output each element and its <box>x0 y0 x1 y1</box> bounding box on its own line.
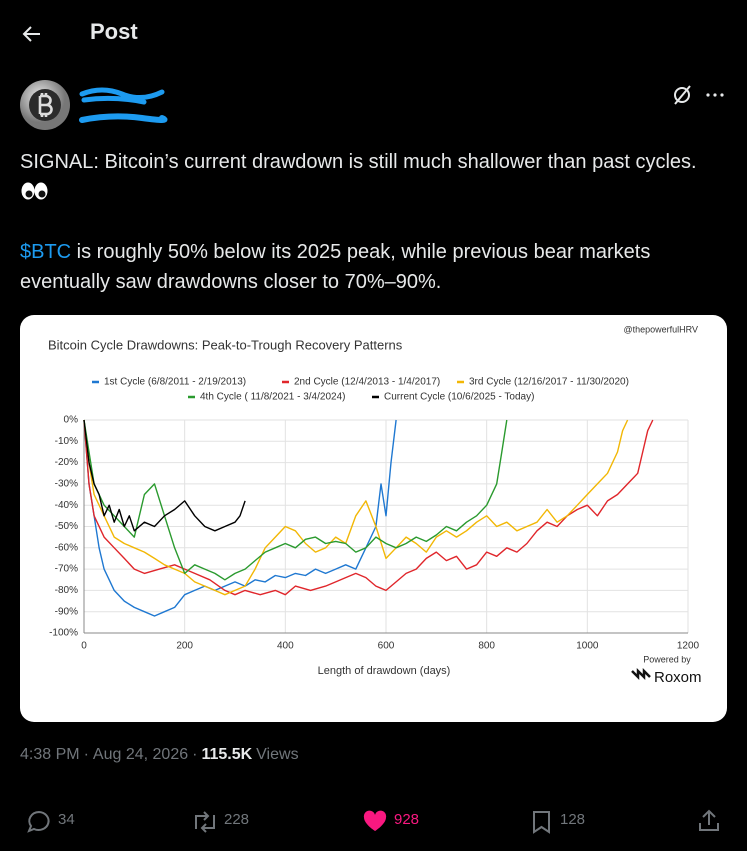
y-tick-label: -90% <box>55 606 78 617</box>
x-tick-label: 400 <box>277 641 294 652</box>
brand-logo <box>631 667 651 681</box>
brand-name: Roxom <box>654 669 702 686</box>
paragraph: SIGNAL: Bitcoin’s current drawdown is st… <box>20 151 697 173</box>
x-tick-label: 0 <box>81 641 87 652</box>
x-tick-label: 800 <box>478 641 495 652</box>
series-line <box>83 419 629 596</box>
y-tick-label: -40% <box>55 500 78 511</box>
eyes-emoji <box>21 182 48 200</box>
header-title: Post <box>90 19 138 44</box>
y-tick-label: -70% <box>55 564 78 575</box>
bookmark-count: 128 <box>560 811 586 828</box>
y-tick-label: -100% <box>49 628 78 639</box>
chart-source: @thepowerfulHRV <box>623 324 698 334</box>
x-tick-label: 600 <box>378 641 395 652</box>
reply-count: 34 <box>58 811 75 828</box>
legend-label: 3rd Cycle (12/16/2017 - 11/30/2020) <box>469 377 629 388</box>
series-line <box>83 419 397 617</box>
chart-image[interactable]: @thepowerfulHRV Bitcoin Cycle Drawdowns:… <box>20 315 727 722</box>
y-tick-label: -10% <box>55 436 78 447</box>
series-line <box>83 419 246 532</box>
chart-title: Bitcoin Cycle Drawdowns: Peak-to-Trough … <box>48 337 403 352</box>
y-tick-label: 0% <box>64 415 79 426</box>
x-tick-label: 1200 <box>677 641 700 652</box>
views-label: Views <box>256 746 299 763</box>
like-button[interactable]: 928 <box>362 809 419 839</box>
series-line <box>83 419 654 596</box>
y-tick-label: -80% <box>55 585 78 596</box>
legend-label: Current Cycle (10/6/2025 - Today) <box>384 392 534 403</box>
paragraph: is roughly 50% below its 2025 peak, whil… <box>20 241 651 293</box>
post-menu[interactable] <box>672 84 732 106</box>
x-tick-label: 1000 <box>576 641 599 652</box>
back-button[interactable] <box>20 22 44 46</box>
x-axis-label: Length of drawdown (days) <box>318 665 451 677</box>
legend-label: 1st Cycle (6/8/2011 - 2/19/2013) <box>104 377 246 388</box>
y-tick-label: -50% <box>55 521 78 532</box>
repost-button[interactable]: 228 <box>190 809 249 839</box>
post-text: SIGNAL: Bitcoin’s current drawdown is st… <box>20 147 720 327</box>
chart: @thepowerfulHRV Bitcoin Cycle Drawdowns:… <box>48 324 702 686</box>
y-tick-label: -60% <box>55 542 78 553</box>
view-count: 115.5K <box>201 746 253 763</box>
series-line <box>83 419 508 581</box>
powered-by: Powered by <box>643 654 691 664</box>
legend-label: 2nd Cycle (12/4/2013 - 1/4/2017) <box>294 377 440 388</box>
share-button[interactable] <box>696 808 722 834</box>
y-tick-label: -30% <box>55 479 78 490</box>
post-meta: 4:38 PM · Aug 24, 2026 · 115.5K Views <box>20 746 303 764</box>
time: 4:38 PM <box>20 746 80 763</box>
y-tick-label: -20% <box>55 457 78 468</box>
author[interactable] <box>20 80 180 132</box>
cashtag[interactable]: $BTC <box>20 241 72 263</box>
legend-label: 4th Cycle ( 11/8/2021 - 3/4/2024) <box>200 392 345 403</box>
bookmark-button[interactable]: 128 <box>530 809 585 839</box>
like-count: 928 <box>394 811 420 828</box>
reply-button[interactable]: 34 <box>26 809 75 839</box>
x-tick-label: 200 <box>176 641 193 652</box>
repost-count: 228 <box>224 811 250 828</box>
separator: · <box>192 746 198 763</box>
separator: · <box>83 746 89 763</box>
date: Aug 24, 2026 <box>92 746 189 763</box>
